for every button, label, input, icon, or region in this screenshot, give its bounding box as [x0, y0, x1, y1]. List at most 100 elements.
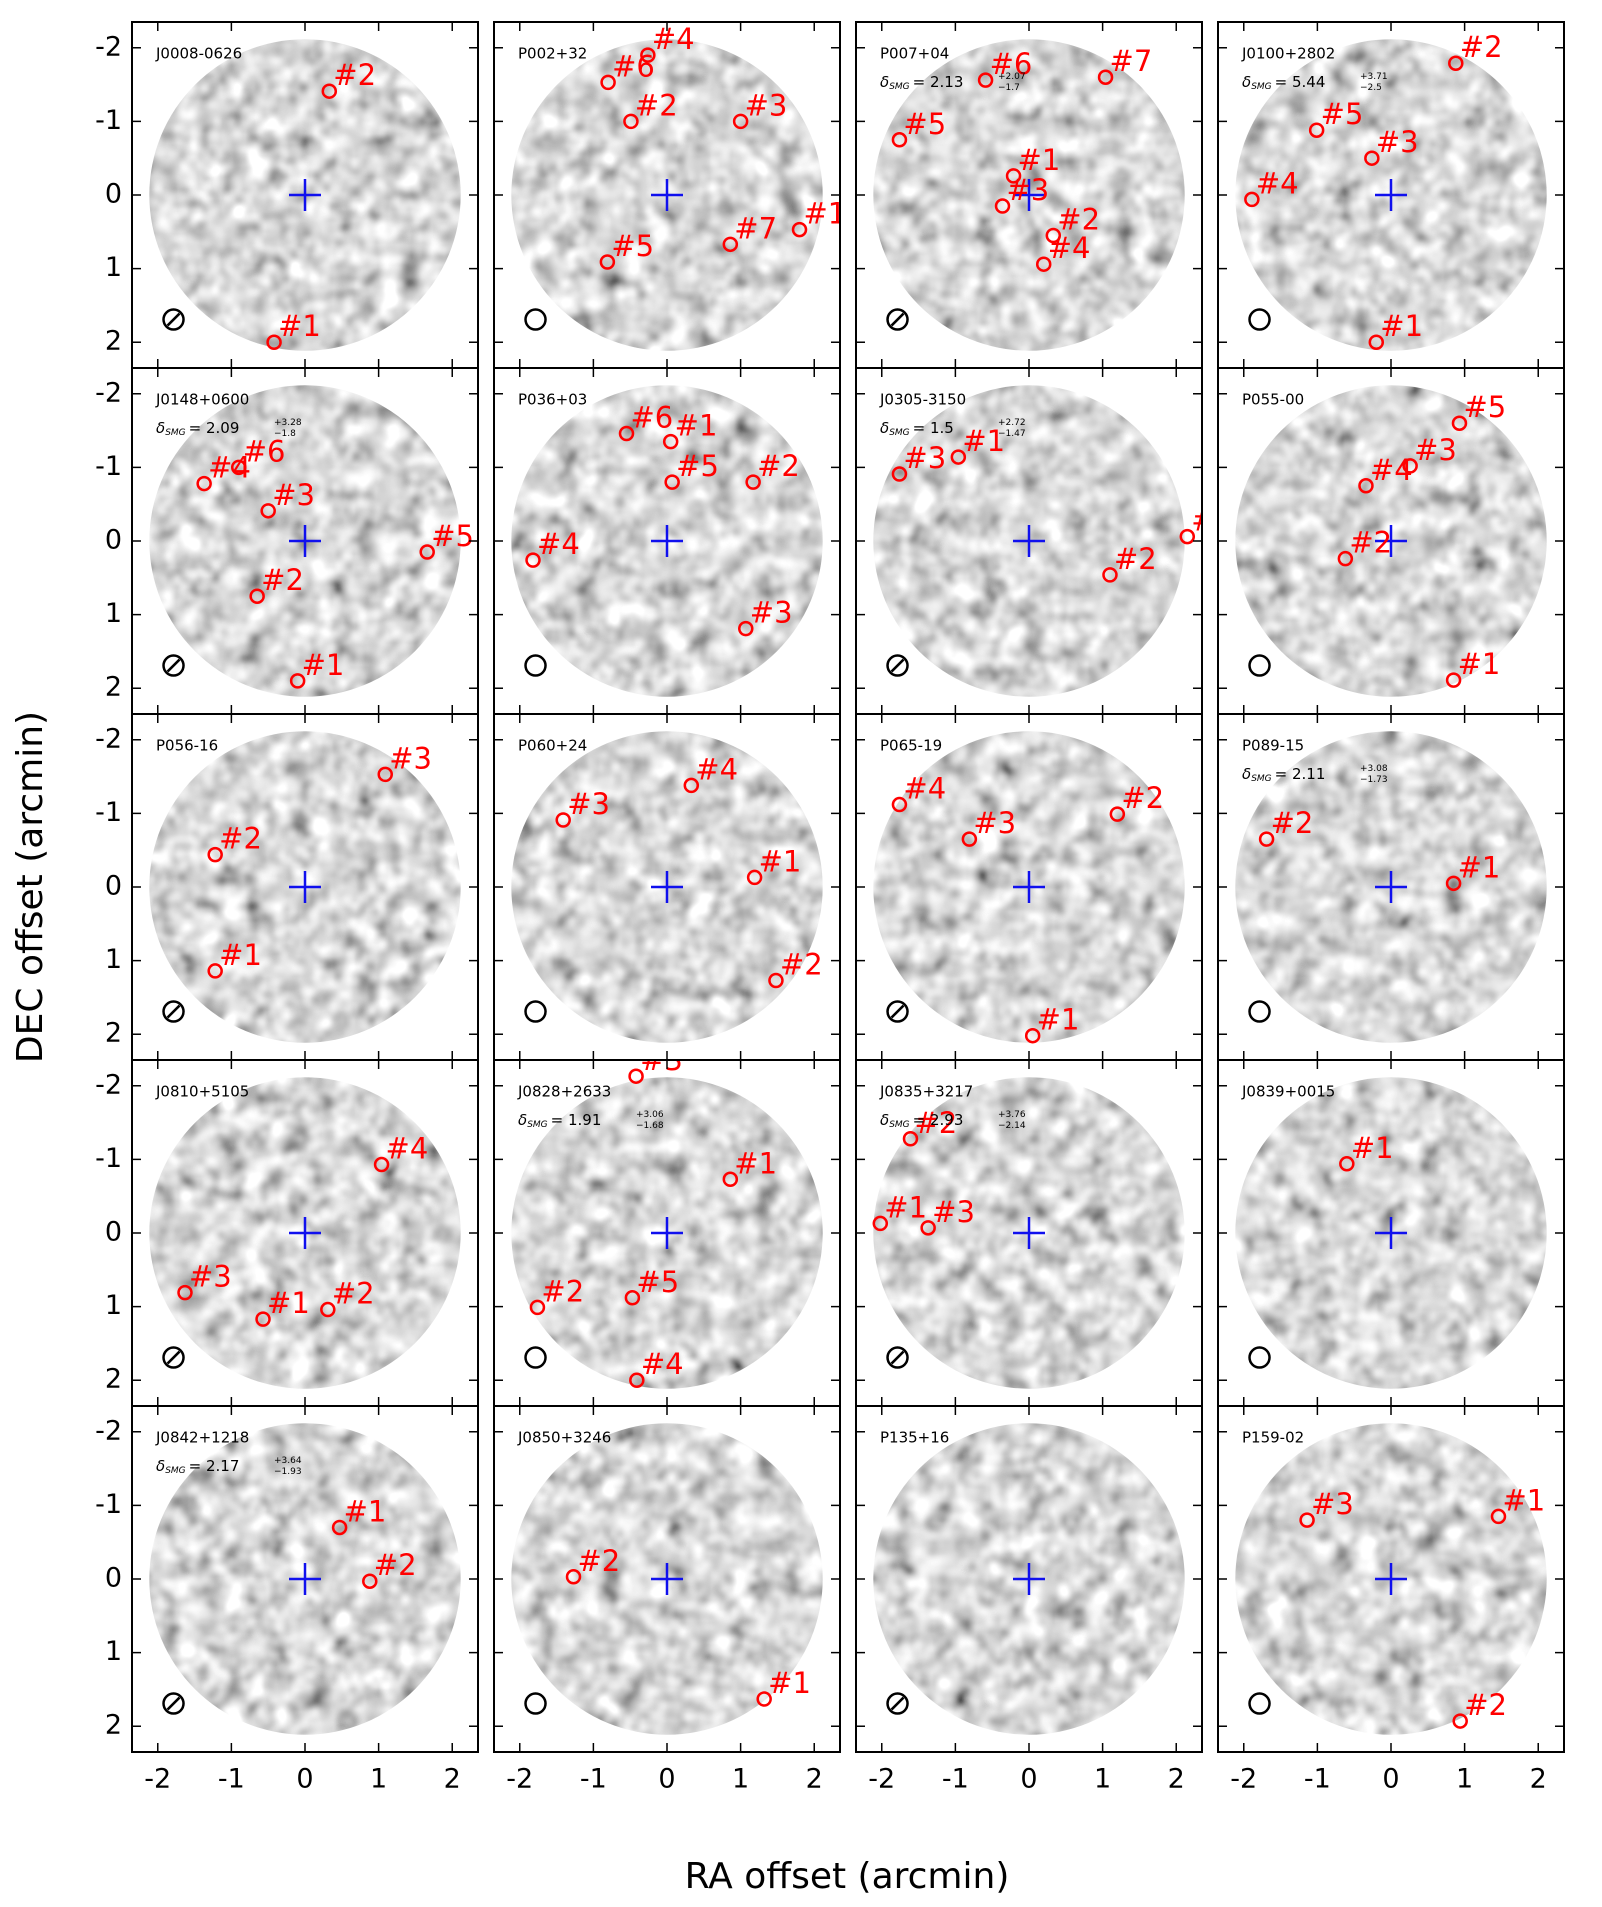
- source-marker: [891, 466, 908, 482]
- panel: #4#6 #3 #5 #2 #1 J0148+0600 δSMG = 2.09 +3.28 −1.…: [95, 367, 479, 715]
- delta-value: = 5.44: [1275, 73, 1326, 91]
- source-marker: [529, 1299, 546, 1316]
- beam-hatch: [166, 1350, 181, 1365]
- delta-value: = 1.5: [913, 419, 954, 437]
- source-label: #1: [1351, 1131, 1394, 1165]
- delta-symbol: δ: [1242, 765, 1251, 783]
- beam-hatch: [890, 1004, 905, 1019]
- y-tick-label: 2: [105, 1364, 122, 1395]
- source-marker: [525, 552, 541, 568]
- panel-title: P135+16: [880, 1429, 949, 1447]
- source-label: #3: [272, 478, 315, 512]
- source-label: #4: [208, 451, 251, 485]
- delta-plus: +3.64: [274, 1456, 302, 1466]
- x-tick-label: 2: [444, 1764, 461, 1795]
- panel-content: #4#6 #2 #3 #1 #7 #5: [511, 22, 847, 351]
- delta-plus: +3.08: [1360, 764, 1388, 774]
- panel-title: J0100+2802: [1241, 45, 1335, 63]
- source-label: #2: [757, 449, 800, 483]
- source-marker: [1445, 875, 1462, 892]
- source-label: #4: [1191, 504, 1234, 538]
- beam: [886, 308, 909, 331]
- panel: #4 #3 #1 #2 P060+24: [493, 713, 841, 1061]
- source-marker: [1337, 550, 1354, 567]
- y-tick-label: 2: [105, 326, 122, 357]
- panel: #3 #1 #4 #2 J0305-3150 δSMG = 1.5 +2.72 −1.47: [855, 367, 1234, 715]
- source-label: #3: [1376, 125, 1419, 159]
- panel: #3 #2 #1 P056-16 -2 -1 0 1 2: [95, 713, 479, 1061]
- overdensity: δSMG = 2.11 +3.08 −1.73: [1242, 764, 1388, 785]
- y-tick-label: 0: [105, 871, 122, 902]
- panel: #2 #1 P089-15 δSMG = 2.11 +3.08 −1.73: [1217, 713, 1565, 1061]
- beam-hatch: [890, 312, 905, 327]
- source-label: #1: [344, 1494, 387, 1528]
- delta-sub: SMG: [889, 82, 909, 92]
- panel-title: P060+24: [518, 737, 587, 755]
- delta-minus: −2.5: [1360, 83, 1382, 93]
- source-label: #1: [267, 1286, 310, 1320]
- source-label: #3: [903, 441, 946, 475]
- panel-title: P055-00: [1242, 391, 1304, 409]
- beam: [886, 1692, 909, 1715]
- source-marker: [618, 425, 635, 442]
- source-label: #1: [1502, 1483, 1545, 1517]
- beam: [524, 1346, 547, 1369]
- panel: #5#3#4 #2 #1 P055-00: [1217, 367, 1565, 715]
- source-marker: [994, 198, 1011, 214]
- panel-frame: [131, 1405, 479, 1753]
- source-marker: [891, 132, 908, 148]
- delta-plus: +3.71: [1360, 72, 1388, 82]
- delta-minus: −1.93: [274, 1467, 302, 1477]
- panel-content: #1: [1235, 1077, 1547, 1389]
- panel: P135+16 -2 -1 0 1 2: [855, 1405, 1203, 1795]
- panel-content: #4#6 #3 #5 #2 #1: [149, 385, 474, 697]
- source-label: #3: [1414, 433, 1457, 467]
- delta-sub: SMG: [165, 1466, 185, 1476]
- source-marker: [1179, 528, 1196, 545]
- source-label: #6: [612, 49, 655, 83]
- delta-sub: SMG: [889, 1120, 909, 1130]
- delta-sub: SMG: [527, 1120, 547, 1130]
- panel-title: P065-19: [880, 737, 942, 755]
- source-marker: [599, 254, 616, 270]
- x-tick-label: -2: [506, 1764, 533, 1795]
- source-label: #6: [990, 47, 1033, 81]
- overdensity: δSMG = 2.93 +3.76 −2.14: [880, 1110, 1026, 1131]
- source-label: #4: [386, 1132, 429, 1166]
- source-marker: [683, 777, 700, 794]
- panel-title: P159-02: [1242, 1429, 1304, 1447]
- beam: [524, 1692, 547, 1715]
- source-marker: [266, 334, 282, 350]
- source-marker: [1358, 478, 1374, 494]
- source-label: #2: [333, 58, 376, 92]
- beam: [886, 654, 909, 677]
- panel-content: #2 #1: [511, 1423, 823, 1735]
- panel-title: J0842+1218: [155, 1429, 249, 1447]
- source-label: #2: [1271, 806, 1314, 840]
- y-tick-label: 0: [105, 1217, 122, 1248]
- panel-content: #6 #7 #5 #1#3#2#4: [873, 39, 1185, 351]
- beam-hatch: [166, 312, 181, 327]
- source-label: #1: [804, 197, 847, 231]
- x-tick-label: -1: [218, 1764, 245, 1795]
- panel-content: #2 #5 #3 #4 #1: [1235, 30, 1547, 351]
- source-label: #4: [1370, 453, 1413, 487]
- source-label: #1: [1037, 1003, 1080, 1037]
- delta-symbol: δ: [156, 1457, 165, 1475]
- beam: [886, 1000, 909, 1023]
- y-tick-label: -1: [95, 451, 122, 482]
- source-label: #1: [768, 1666, 811, 1700]
- delta-value: = 2.17: [189, 1457, 240, 1475]
- y-tick-label: 1: [105, 944, 122, 975]
- overdensity: δSMG = 1.5 +2.72 −1.47: [880, 418, 1026, 439]
- overdensity: δSMG = 5.44 +3.71 −2.5: [1242, 72, 1388, 93]
- source-label: #2: [1114, 542, 1157, 576]
- y-tick-label: -2: [95, 1069, 122, 1100]
- y-tick-label: -2: [95, 1415, 122, 1446]
- source-label: #6: [631, 401, 674, 435]
- source-marker: [1024, 1027, 1041, 1044]
- source-marker: [1368, 334, 1385, 350]
- source-marker: [950, 449, 967, 465]
- y-tick-label: 0: [105, 179, 122, 210]
- y-tick-label: -1: [95, 1143, 122, 1174]
